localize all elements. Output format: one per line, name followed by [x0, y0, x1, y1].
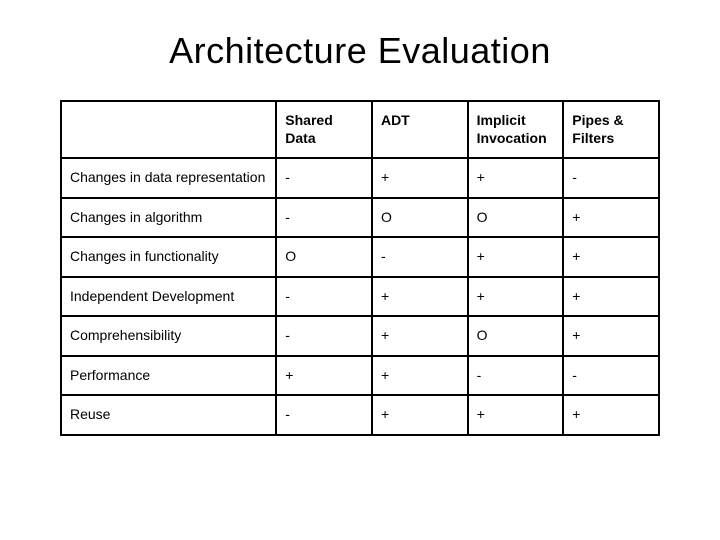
evaluation-table: Shared Data ADT Implicit Invocation Pipe… [60, 100, 660, 436]
cell: O [468, 198, 564, 238]
row-label: Performance [61, 356, 276, 396]
cell: - [468, 356, 564, 396]
table-row: Changes in algorithm - O O + [61, 198, 659, 238]
cell: + [468, 395, 564, 435]
cell: - [372, 237, 468, 277]
table-row: Performance + + - - [61, 356, 659, 396]
col-header-pipes-filters: Pipes & Filters [563, 101, 659, 158]
cell: O [468, 316, 564, 356]
cell: + [276, 356, 372, 396]
row-label: Reuse [61, 395, 276, 435]
cell: + [563, 316, 659, 356]
row-label: Changes in algorithm [61, 198, 276, 238]
cell: + [372, 395, 468, 435]
table-row: Changes in data representation - + + - [61, 158, 659, 198]
col-header-implicit-invocation: Implicit Invocation [468, 101, 564, 158]
cell: - [563, 356, 659, 396]
table-row: Independent Development - + + + [61, 277, 659, 317]
table-header-row: Shared Data ADT Implicit Invocation Pipe… [61, 101, 659, 158]
cell: - [276, 316, 372, 356]
cell: + [468, 277, 564, 317]
slide: Architecture Evaluation Shared Data ADT … [0, 0, 720, 540]
table-corner-cell [61, 101, 276, 158]
cell: O [372, 198, 468, 238]
cell: + [372, 277, 468, 317]
cell: + [563, 395, 659, 435]
cell: + [372, 158, 468, 198]
row-label: Changes in functionality [61, 237, 276, 277]
row-label: Comprehensibility [61, 316, 276, 356]
cell: + [372, 356, 468, 396]
cell: - [563, 158, 659, 198]
cell: - [276, 158, 372, 198]
cell: O [276, 237, 372, 277]
row-label: Independent Development [61, 277, 276, 317]
cell: + [563, 237, 659, 277]
cell: + [372, 316, 468, 356]
col-header-adt: ADT [372, 101, 468, 158]
table-row: Comprehensibility - + O + [61, 316, 659, 356]
table-row: Reuse - + + + [61, 395, 659, 435]
cell: + [563, 198, 659, 238]
table-row: Changes in functionality O - + + [61, 237, 659, 277]
cell: + [468, 237, 564, 277]
cell: - [276, 277, 372, 317]
cell: + [468, 158, 564, 198]
cell: - [276, 198, 372, 238]
cell: + [563, 277, 659, 317]
col-header-shared-data: Shared Data [276, 101, 372, 158]
row-label: Changes in data representation [61, 158, 276, 198]
slide-title: Architecture Evaluation [60, 30, 660, 72]
cell: - [276, 395, 372, 435]
